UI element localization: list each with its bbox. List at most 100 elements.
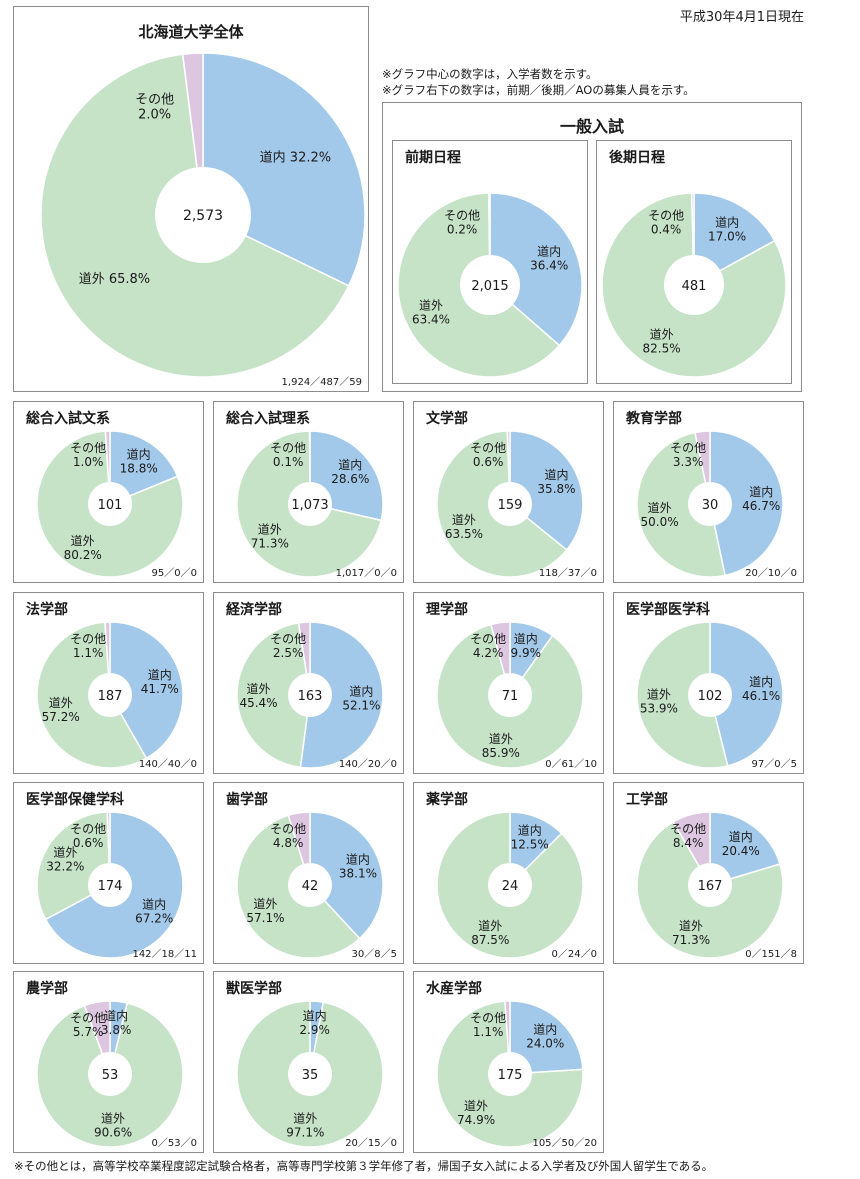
slice-label-outside: 道外 57.2% [42, 696, 80, 724]
slice-inside [509, 430, 584, 552]
recruitment-quota: 1,924／487／59 [281, 377, 362, 388]
pie-chart: 24 道内 12.5% 道外 87.5% [436, 811, 584, 959]
footnote: ※その他とは，高等学校卒業程度認定試験合格者，高等専門学校第３学年修了者，帰国子… [14, 1159, 714, 1173]
pie-chart: 159 道内 35.8% 道外 63.5% その他 0.6% [436, 430, 584, 578]
donut-hole [488, 482, 532, 526]
chart-juigaku: 獣医学部 35 道内 2.9% 道外 97.1% 20／15／0 [213, 971, 404, 1153]
chart-title: 総合入試文系 [26, 411, 110, 427]
slice-label-outside: 道外 74.9% [457, 1099, 495, 1127]
slice-label-inside: 道内 28.6% [331, 458, 369, 486]
chart-hoken: 医学部保健学科 174 道内 67.2% 道外 32.2% その他 0.6% 142／18／11 [13, 782, 204, 964]
slice-label-inside: 道内 9.9% [511, 632, 542, 660]
slice-label-outside: 道外 53.9% [640, 687, 678, 715]
donut-hole [488, 863, 532, 907]
slice-label-other: その他 3.3% [670, 441, 706, 469]
chart-kouki: 後期日程 481 道内 17.0% 道外 82.5% その他 0.4% [596, 140, 792, 384]
slice-label-inside: 道内 41.7% [141, 668, 179, 696]
chart-igaku: 医学部医学科 102 道内 46.1% 道外 53.9% 97／0／5 [613, 592, 804, 774]
slice-label-inside: 道内 46.7% [742, 485, 780, 513]
chart-title: 文学部 [426, 411, 468, 427]
slice-inside [309, 811, 384, 940]
slice-label-outside: 道外 63.5% [445, 513, 483, 541]
slice-label-other: その他 4.8% [270, 822, 306, 850]
pie-chart: 163 道内 52.1% 道外 45.4% その他 2.5% [236, 621, 384, 769]
center-count: 174 [98, 879, 123, 894]
center-count: 42 [302, 879, 319, 894]
donut-hole [288, 863, 332, 907]
chart-title: 前期日程 [405, 150, 461, 166]
center-count: 102 [698, 689, 723, 704]
slice-inside [709, 430, 784, 577]
donut-hole [88, 482, 132, 526]
slice-label-inside: 道内 3.8% [101, 1009, 132, 1037]
slice-label-other: その他 5.7% [70, 1011, 106, 1039]
slice-label-outside: 道外 85.9% [482, 732, 520, 760]
slice-label-outside: 道外 90.6% [94, 1112, 132, 1140]
pie-chart: 481 道内 17.0% 道外 82.5% その他 0.4% [601, 192, 787, 378]
slice-label-inside: 道内 67.2% [135, 898, 173, 926]
pie-chart: 2,015 道内 36.4% 道外 63.4% その他 0.2% [397, 192, 583, 378]
recruitment-quota: 20／15／0 [345, 1138, 397, 1149]
chart-title: 農学部 [26, 981, 68, 997]
slice-label-inside: 道内 20.4% [722, 830, 760, 858]
center-count: 24 [502, 879, 519, 894]
slice-outside [436, 811, 584, 959]
recruitment-quota: 95／0／0 [151, 568, 197, 579]
recruitment-quota: 1,017／0／0 [335, 568, 397, 579]
donut-hole [288, 673, 332, 717]
slice-label-other: その他 0.2% [444, 209, 480, 237]
chart-sogo-bun: 総合入試文系 101 道内 18.8% 道外 80.2% その他 1.0% 95／0／0 [13, 401, 204, 583]
slice-label-inside: 道内 35.8% [537, 468, 575, 496]
chart-title: 経済学部 [226, 602, 282, 618]
center-count: 163 [298, 689, 323, 704]
slice-inside [489, 192, 583, 347]
chart-title: 後期日程 [609, 150, 665, 166]
chart-yakugaku: 薬学部 24 道内 12.5% 道外 87.5% 0／24／0 [413, 782, 604, 964]
slice-inside [509, 811, 563, 887]
center-count: 159 [498, 498, 523, 513]
slice-label-other: その他 2.0% [135, 93, 174, 123]
pie-chart: 71 道内 9.9% 道外 85.9% その他 4.2% [436, 621, 584, 769]
slice-label-inside: 道内 38.1% [339, 852, 377, 880]
donut-hole [688, 863, 732, 907]
slice-inside [299, 621, 384, 769]
center-count: 481 [682, 279, 707, 294]
slice-label-inside: 道内 18.8% [120, 447, 158, 475]
slice-outside [636, 431, 726, 578]
slice-inside [709, 811, 781, 887]
chart-overall: 北海道大学全体 2,573 道内 32.2% 道外 65.8% その他 2.0% 1,924… [13, 6, 369, 392]
pie-chart: 42 道内 38.1% 道外 57.1% その他 4.8% [236, 811, 384, 959]
pie-chart: 174 道内 67.2% 道外 32.2%その他 0.6% [36, 811, 184, 959]
slice-label-inside: 道内 32.2% [260, 150, 331, 166]
center-count: 101 [98, 498, 123, 513]
slice-label-other: その他 4.2% [470, 632, 506, 660]
slice-label-other: その他 1.0% [70, 441, 106, 469]
center-count: 187 [98, 689, 123, 704]
chart-kogaku: 工学部 167 道内 20.4% 道外 71.3% その他 8.4% 0／151／8 [613, 782, 804, 964]
slice-label-outside: 道外 32.2% [46, 846, 84, 874]
recruitment-quota: 20／10／0 [745, 568, 797, 579]
pie-chart: 30 道内 46.7% 道外 50.0% その他 3.3% [636, 430, 784, 578]
slice-outside [236, 622, 311, 769]
recruitment-quota: 140／40／0 [138, 759, 197, 770]
slice-label-inside: 道内 17.0% [708, 215, 746, 243]
slice-outside [636, 621, 729, 769]
chart-title: 歯学部 [226, 792, 268, 808]
chart-rigaku: 理学部 71 道内 9.9% 道外 85.9% その他 4.2% 0／61／10 [413, 592, 604, 774]
recruitment-quota: 118／37／0 [538, 568, 597, 579]
pie-chart: 53 道内 3.8% 道外 90.6% その他 5.7% [36, 1000, 184, 1148]
slice-label-outside: 道外 71.3% [672, 919, 710, 947]
slice-label-other: その他 0.6% [70, 822, 106, 850]
slice-label-outside: 道外 57.1% [246, 897, 284, 925]
date-label: 平成30年4月1日現在 [679, 10, 804, 25]
center-count: 2,015 [471, 279, 508, 294]
note-center-number: ※グラフ中心の数字は，入学者数を示す。 [382, 67, 598, 81]
slice-label-other: その他 1.1% [70, 632, 106, 660]
slice-label-other: その他 0.4% [648, 209, 684, 237]
chart-title: 教育学部 [626, 411, 682, 427]
pie-chart: 167 道内 20.4% 道外 71.3% その他 8.4% [636, 811, 784, 959]
slice-label-outside: 道外 45.4% [239, 682, 277, 710]
chart-suisan: 水産学部 175 道内 24.0% 道外 74.9% その他 1.1% 105／50／20 [413, 971, 604, 1153]
center-count: 71 [502, 689, 519, 704]
chart-title: 北海道大学全体 [138, 23, 244, 41]
